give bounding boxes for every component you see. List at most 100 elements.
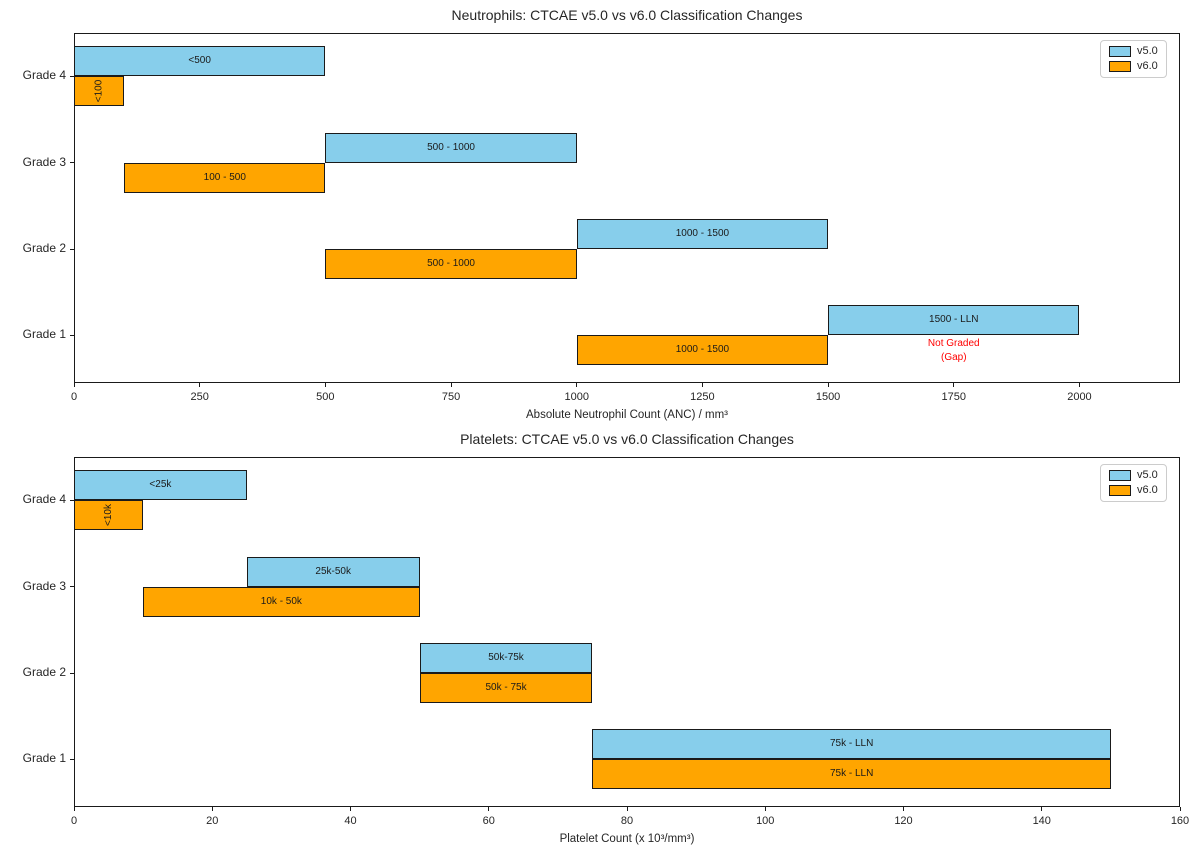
y-tick-mark (70, 334, 74, 336)
x-tick-label: 1250 (690, 391, 715, 403)
x-tick-label: 2000 (1067, 391, 1092, 403)
bar-label: 100 - 500 (203, 171, 246, 183)
x-tick-label: 250 (190, 391, 209, 403)
bar-label: 10k - 50k (260, 595, 302, 607)
x-tick-label: 60 (482, 815, 495, 827)
y-tick-mark (70, 75, 74, 77)
x-tick-mark (701, 383, 703, 387)
bar-label: <25k (149, 479, 172, 491)
bar-v5-0-grade-2: 50k-75k (419, 643, 593, 674)
bar-label: 1500 - LLN (929, 314, 979, 326)
bar-label: 1000 - 1500 (675, 228, 730, 240)
legend-item-v6-0: v6.0 (1109, 485, 1158, 496)
x-tick-mark (903, 807, 904, 811)
legend-label: v5.0 (1137, 469, 1158, 481)
annotation-not-graded: Not Graded (Gap) (874, 337, 1034, 365)
legend-patch-v6-0 (1109, 485, 1131, 496)
legend-label: v6.0 (1137, 60, 1158, 72)
x-tick-label: 0 (70, 391, 78, 403)
x-tick-mark (576, 383, 578, 387)
x-tick-label: 20 (206, 815, 219, 827)
y-tick-label-grade-3: Grade 3 (22, 154, 66, 169)
legend-label: v5.0 (1137, 45, 1158, 57)
bar-label: 500 - 1000 (427, 141, 475, 153)
legend-item-v5-0: v5.0 (1109, 46, 1158, 57)
bar-v5-0-grade-1: 75k - LLN (592, 729, 1111, 760)
y-tick-label-grade-2: Grade 2 (22, 241, 66, 256)
y-tick-label-grade-4: Grade 4 (22, 68, 66, 83)
y-tick-label-grade-3: Grade 3 (22, 578, 66, 593)
y-tick-mark (70, 672, 74, 674)
y-tick-mark (70, 162, 74, 164)
bar-v6-0-grade-3: 10k - 50k (143, 586, 420, 617)
bar-v6-0-grade-4: <10k (74, 500, 144, 531)
bar-label: <500 (188, 55, 211, 67)
bar-label: 1000 - 1500 (675, 344, 730, 356)
legend-item-v5-0: v5.0 (1109, 470, 1158, 481)
x-axis-label: Absolute Neutrophil Count (ANC) / mm³ (526, 409, 728, 421)
bar-label: 75k - LLN (829, 738, 874, 750)
x-tick-mark (350, 807, 351, 811)
x-tick-label: 140 (1032, 815, 1051, 827)
x-tick-label: 1500 (815, 391, 841, 403)
y-tick-mark (70, 758, 74, 760)
x-tick-label: 1750 (941, 391, 966, 403)
x-tick-label: 40 (344, 815, 357, 827)
bar-label: <100 (93, 79, 105, 103)
y-tick-label-grade-1: Grade 1 (22, 327, 66, 342)
bar-label: 75k - LLN (829, 768, 874, 780)
bar-v6-0-grade-3: 100 - 500 (124, 162, 326, 193)
x-tick-mark (626, 807, 628, 811)
x-tick-mark (450, 383, 452, 387)
x-tick-label: 160 (1170, 815, 1190, 827)
x-tick-label: 120 (894, 815, 913, 827)
x-tick-mark (1078, 383, 1080, 387)
x-tick-mark (827, 383, 829, 387)
chart-title-platelets: Platelets: CTCAE v5.0 vs v6.0 Classifica… (460, 431, 794, 447)
bar-v5-0-grade-4: <25k (74, 470, 247, 501)
annotation-line: (Gap) (940, 352, 967, 364)
legend-patch-v5-0 (1109, 470, 1131, 481)
x-tick-mark (324, 383, 326, 387)
bar-v5-0-grade-4: <500 (74, 46, 326, 77)
x-tick-mark (73, 807, 75, 811)
x-tick-label: 750 (441, 391, 461, 403)
x-tick-mark (1179, 807, 1181, 811)
x-tick-label: 80 (620, 815, 634, 827)
legend-item-v6-0: v6.0 (1109, 61, 1158, 72)
x-tick-mark (73, 383, 75, 387)
bar-v5-0-grade-3: 500 - 1000 (325, 132, 577, 163)
y-tick-mark (70, 586, 74, 588)
y-tick-label-grade-4: Grade 4 (22, 492, 66, 507)
y-tick-label-grade-2: Grade 2 (22, 665, 66, 680)
legend-patch-v5-0 (1109, 46, 1131, 57)
bar-v6-0-grade-4: <100 (74, 76, 125, 107)
legend-patch-v6-0 (1109, 61, 1131, 72)
x-tick-mark (488, 807, 490, 811)
annotation-line: Not Graded (927, 338, 980, 350)
x-tick-mark (764, 807, 766, 811)
bar-label: 50k - 75k (485, 682, 527, 694)
bar-v5-0-grade-2: 1000 - 1500 (576, 219, 829, 250)
bar-v5-0-grade-1: 1500 - LLN (828, 305, 1080, 336)
legend: v5.0 v6.0 (1100, 464, 1167, 502)
x-tick-mark (1041, 807, 1043, 811)
bar-v6-0-grade-2: 50k - 75k (419, 673, 593, 704)
chart-title-neutrophils: Neutrophils: CTCAE v5.0 vs v6.0 Classifi… (451, 7, 803, 23)
bar-v6-0-grade-1: 75k - LLN (592, 759, 1111, 790)
bar-v5-0-grade-3: 25k-50k (246, 556, 420, 587)
bar-label: <10k (102, 504, 114, 527)
x-tick-mark (199, 383, 201, 387)
x-tick-label: 100 (756, 815, 775, 827)
bar-label: 25k-50k (315, 565, 351, 577)
bar-label: 500 - 1000 (427, 258, 475, 270)
x-axis-label: Platelet Count (x 10³/mm³) (559, 833, 695, 845)
legend: v5.0 v6.0 (1100, 40, 1167, 78)
bar-v6-0-grade-2: 500 - 1000 (325, 249, 577, 280)
legend-label: v6.0 (1137, 484, 1158, 496)
y-tick-label-grade-1: Grade 1 (22, 751, 66, 766)
x-tick-label: 0 (70, 815, 78, 827)
y-tick-mark (70, 248, 74, 250)
x-tick-mark (953, 383, 955, 387)
